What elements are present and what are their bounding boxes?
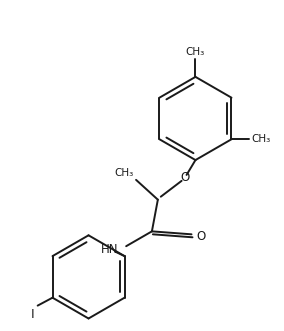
- Text: O: O: [197, 230, 206, 243]
- Text: CH₃: CH₃: [115, 168, 134, 178]
- Text: HN: HN: [101, 243, 118, 256]
- Text: CH₃: CH₃: [251, 134, 271, 144]
- Text: CH₃: CH₃: [186, 47, 205, 57]
- Text: I: I: [31, 307, 35, 321]
- Text: O: O: [180, 171, 189, 184]
